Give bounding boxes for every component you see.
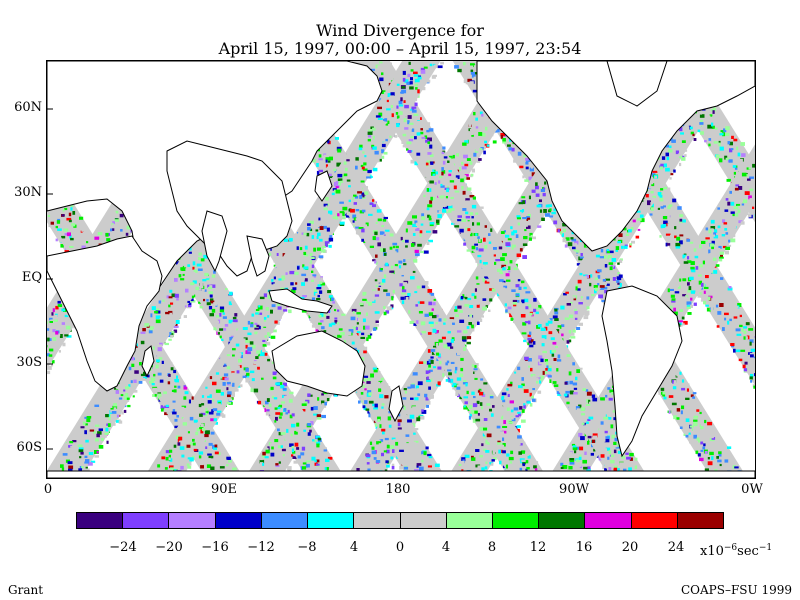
- swath-pixel: [356, 232, 362, 235]
- swath-pixel: [60, 244, 64, 248]
- swath-pixel: [399, 465, 403, 470]
- map-title-line1: Wind Divergence for: [316, 21, 484, 40]
- swath-pixel: [602, 465, 607, 470]
- swath-pixel: [272, 329, 277, 333]
- swath-pixel: [431, 75, 436, 79]
- swath-pixel: [375, 426, 379, 429]
- swath-pixel: [452, 387, 456, 390]
- swath-pixel: [187, 302, 192, 306]
- swath-pixel: [213, 327, 219, 331]
- swath-pixel: [319, 171, 323, 175]
- swath-pixel: [463, 405, 469, 410]
- swath-pixel: [199, 305, 204, 309]
- swath-pixel: [164, 412, 168, 416]
- swath-pixel: [245, 378, 250, 383]
- swath-pixel: [300, 466, 303, 470]
- swath-pixel: [409, 320, 414, 324]
- swath-pixel: [190, 300, 196, 303]
- swath-pixel: [463, 242, 467, 246]
- swath-pixel: [451, 222, 454, 225]
- swath-pixel: [420, 332, 423, 335]
- swath-pixel: [198, 301, 203, 304]
- swath-pixel: [293, 460, 298, 464]
- swath-pixel: [257, 400, 262, 405]
- swath-pixel: [51, 360, 55, 364]
- swath-pixel: [397, 134, 401, 138]
- swath-pixel: [455, 392, 459, 396]
- swath-pixel: [401, 141, 404, 144]
- swath-pixel: [523, 339, 527, 343]
- swath-pixel: [315, 329, 319, 332]
- swath-pixel: [469, 413, 473, 417]
- swath-pixel: [604, 468, 607, 471]
- swath-pixel: [463, 405, 466, 408]
- swath-pixel: [556, 391, 560, 394]
- swath-pixel: [214, 421, 218, 425]
- swath-pixel: [358, 400, 361, 404]
- swath-pixel: [468, 415, 472, 420]
- swath-pixel: [557, 393, 562, 396]
- swath-pixel: [445, 379, 449, 382]
- swath-pixel: [152, 394, 157, 397]
- swath-pixel: [301, 309, 307, 313]
- swath-pixel: [475, 258, 478, 263]
- swath-pixel: [160, 408, 165, 412]
- swath-pixel: [445, 209, 449, 214]
- swath-pixel: [189, 298, 194, 302]
- swath-pixel: [316, 170, 321, 175]
- swath-pixel: [410, 159, 415, 164]
- swath-pixel: [457, 393, 461, 398]
- swath-pixel: [505, 309, 508, 313]
- swath-pixel: [368, 413, 371, 418]
- swath-pixel: [311, 324, 315, 328]
- swath-pixel: [219, 412, 224, 417]
- swath-pixel: [363, 406, 368, 411]
- map-title-line2: April 15, 1997, 00:00 – April 15, 1997, …: [218, 39, 582, 58]
- swath-pixel: [497, 295, 502, 299]
- swath-pixel: [94, 455, 99, 458]
- swath-pixel: [451, 384, 455, 388]
- swath-pixel: [466, 249, 472, 252]
- swath-pixel: [345, 215, 351, 218]
- swath-pixel: [264, 408, 267, 413]
- swath-pixel: [239, 384, 243, 388]
- swath-pixel: [270, 335, 276, 339]
- swath-pixel: [160, 405, 165, 409]
- swath-pixel: [231, 393, 235, 397]
- swath-pixel: [372, 259, 376, 262]
- swath-pixel: [55, 238, 58, 242]
- swath-pixel: [406, 148, 409, 151]
- swath-pixel: [527, 342, 531, 346]
- wind-divergence-map: [46, 60, 756, 479]
- swath-pixel: [437, 65, 443, 69]
- swath-pixel: [575, 420, 580, 424]
- swath-pixel: [268, 252, 272, 256]
- swath-pixel: [426, 79, 431, 83]
- swath-pixel: [250, 388, 254, 393]
- swath-pixel: [413, 323, 418, 326]
- swath-pixel: [265, 411, 270, 416]
- swath-pixel: [509, 313, 513, 318]
- swath-pixel: [48, 224, 53, 228]
- swath-pixel: [375, 261, 379, 265]
- swath-pixel: [421, 87, 426, 91]
- swath-pixel: [273, 264, 276, 267]
- swath-pixel: [414, 161, 419, 166]
- swath-pixel: [510, 317, 514, 321]
- swath-pixel: [276, 321, 280, 325]
- swath-pixel: [402, 145, 408, 148]
